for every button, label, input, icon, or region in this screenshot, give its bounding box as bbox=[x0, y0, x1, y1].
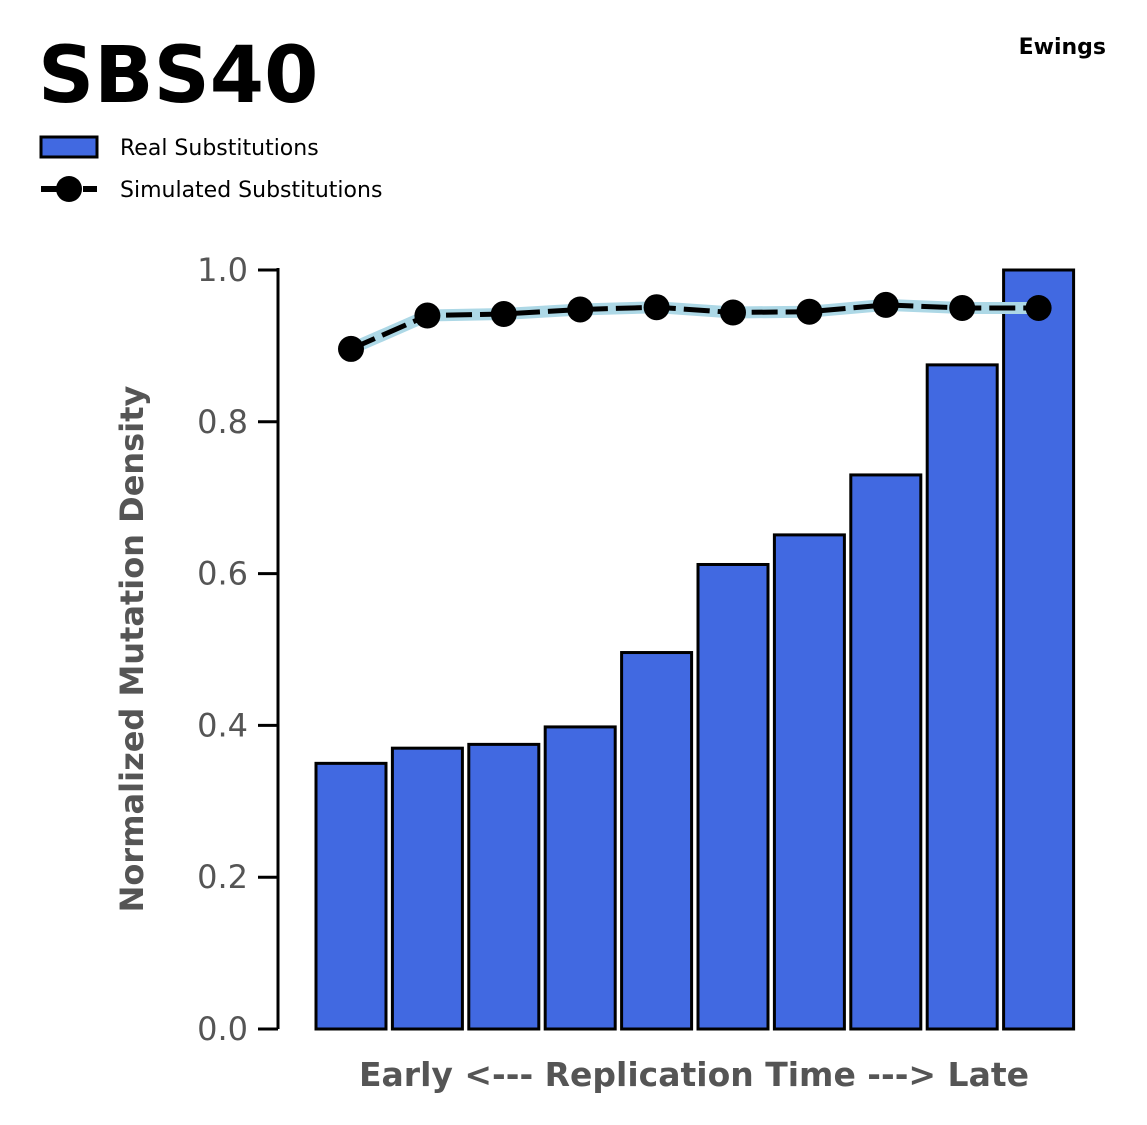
bar-real-7 bbox=[772, 533, 846, 1031]
legend-marker-swatch bbox=[56, 176, 82, 202]
simulated-point-2 bbox=[414, 302, 441, 329]
legend-bar-swatch bbox=[39, 135, 99, 159]
y-tick-label: 0.4 bbox=[197, 706, 248, 744]
bar-real-9 bbox=[925, 363, 999, 1031]
chart-subtitle: Ewings bbox=[1019, 35, 1106, 60]
simulated-point-1 bbox=[338, 335, 364, 362]
bar-real-8 bbox=[849, 473, 923, 1031]
simulated-point-3 bbox=[490, 301, 517, 328]
y-tick-label: 0.0 bbox=[197, 1010, 248, 1048]
line-series-simulated bbox=[338, 291, 1052, 362]
bar-real-1 bbox=[314, 761, 388, 1031]
y-tick-label: 1.0 bbox=[197, 251, 248, 289]
simulated-line bbox=[349, 302, 1039, 352]
y-tick-label: 0.8 bbox=[197, 403, 248, 441]
simulated-point-5 bbox=[643, 294, 670, 321]
bar-real-2 bbox=[390, 746, 464, 1031]
bar-real-3 bbox=[467, 742, 541, 1031]
bar-real-4 bbox=[543, 725, 617, 1031]
simulated-point-6 bbox=[720, 299, 746, 326]
simulated-point-10 bbox=[1025, 294, 1052, 321]
legend-label-real: Real Substitutions bbox=[120, 136, 319, 161]
y-tick-label: 0.6 bbox=[197, 555, 248, 593]
y-tick-label: 0.2 bbox=[197, 858, 248, 896]
x-axis-label: Early <--- Replication Time ---> Late bbox=[359, 1055, 1029, 1094]
simulated-point-7 bbox=[796, 298, 823, 325]
bar-real-10 bbox=[1002, 268, 1076, 1031]
y-axis-ticks: 0.0 0.2 0.4 0.6 0.8 1.0 bbox=[197, 251, 278, 1048]
chart-legend: Real Substitutions Simulated Substitutio… bbox=[39, 135, 382, 203]
bar-real-6 bbox=[696, 562, 770, 1031]
legend-label-simulated: Simulated Substitutions bbox=[120, 178, 382, 203]
y-axis-label: Normalized Mutation Density bbox=[113, 386, 151, 913]
chart-title: SBS40 bbox=[38, 31, 318, 121]
simulated-point-8 bbox=[872, 291, 899, 318]
bar-series-real bbox=[314, 268, 1076, 1031]
simulated-point-9 bbox=[949, 294, 976, 321]
bar-real-5 bbox=[620, 651, 694, 1031]
simulated-point-4 bbox=[567, 296, 594, 323]
